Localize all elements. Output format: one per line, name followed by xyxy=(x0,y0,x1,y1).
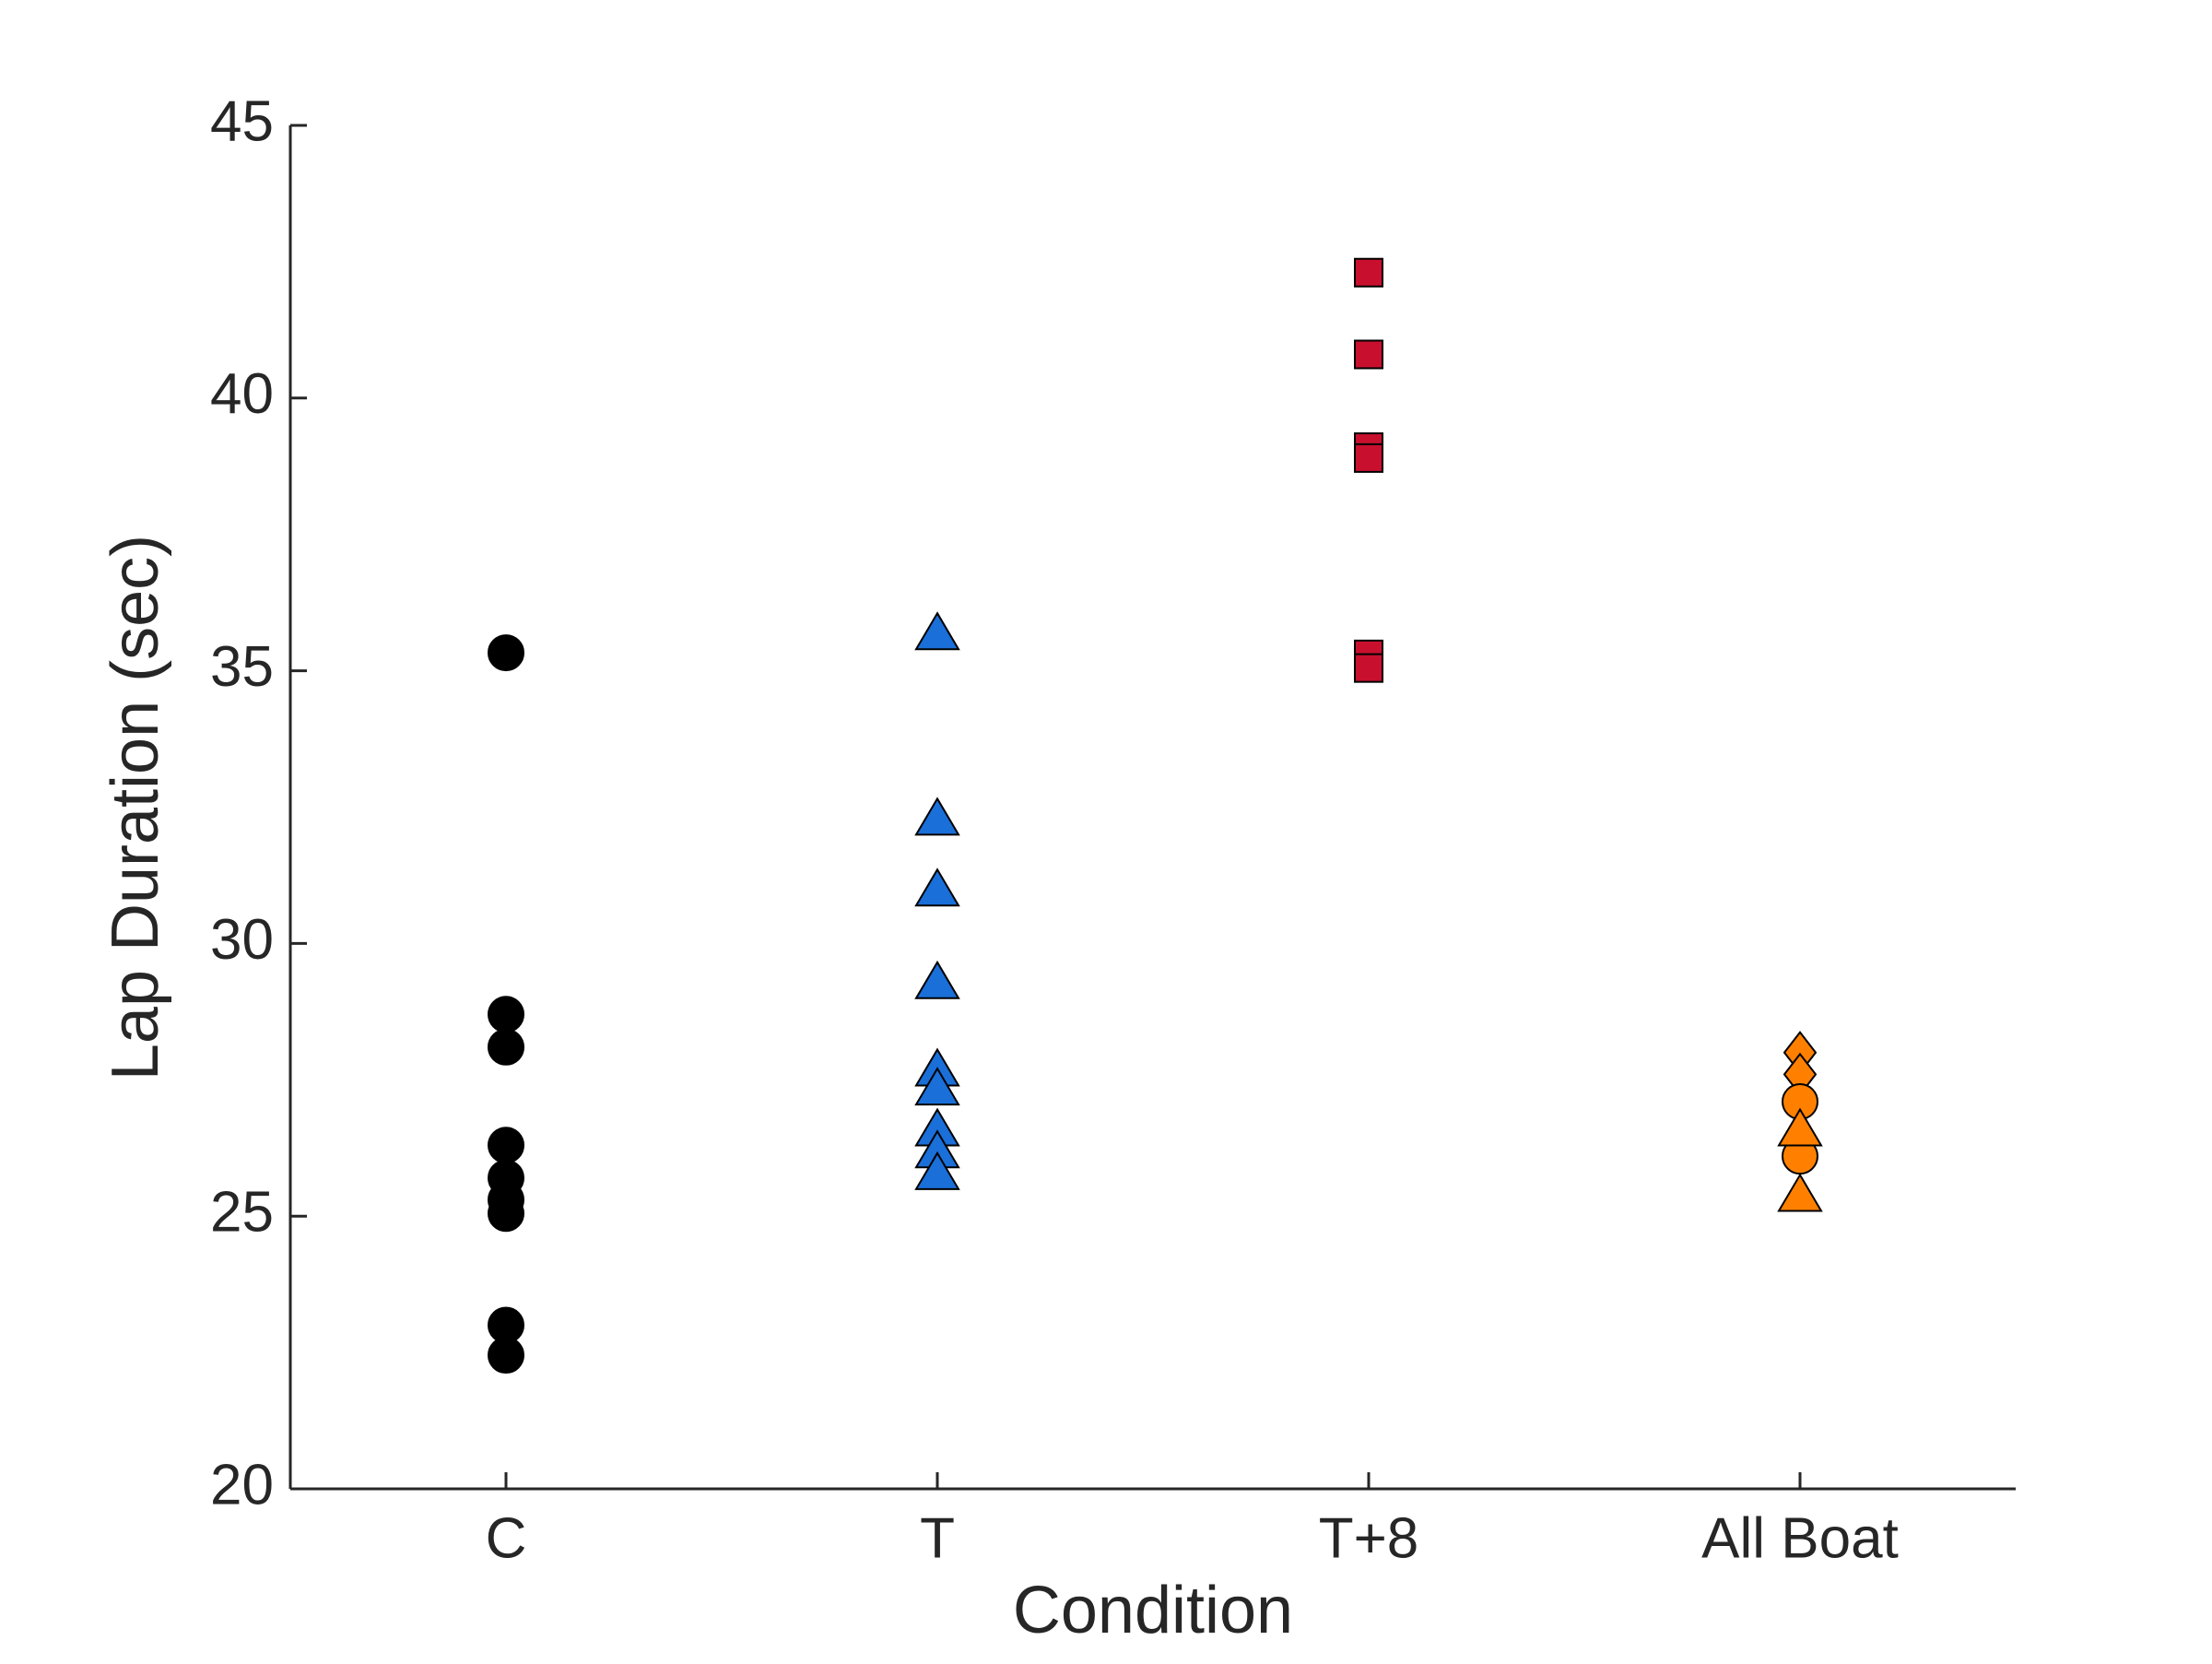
y-tick-label: 45 xyxy=(210,89,274,153)
x-tick-label: T+8 xyxy=(1319,1506,1419,1570)
y-tick-label: 30 xyxy=(210,908,274,972)
point xyxy=(1354,653,1383,683)
point xyxy=(914,797,960,836)
y-tick-label: 25 xyxy=(210,1181,274,1245)
point xyxy=(488,1127,524,1164)
y-tick-label: 20 xyxy=(210,1453,274,1516)
y-tick-label: 35 xyxy=(210,635,274,699)
point xyxy=(1777,1107,1823,1147)
point xyxy=(488,1337,524,1375)
point xyxy=(488,996,524,1033)
x-tick-label: All Boat xyxy=(1701,1506,1899,1570)
point xyxy=(488,634,524,672)
x-tick-label: C xyxy=(486,1506,527,1570)
y-axis-label: Lap Duration (sec) xyxy=(99,535,172,1080)
point xyxy=(914,867,960,907)
point xyxy=(1354,257,1383,288)
x-axis-label: Condition xyxy=(1013,1574,1293,1647)
point xyxy=(914,1067,960,1106)
y-tick-label: 40 xyxy=(210,362,274,426)
x-tick-label: T xyxy=(920,1506,955,1570)
point xyxy=(1354,339,1383,370)
point xyxy=(914,611,960,651)
point xyxy=(914,960,960,999)
point xyxy=(1777,1173,1823,1212)
point xyxy=(488,1028,524,1066)
point xyxy=(914,1151,960,1190)
point xyxy=(488,1195,524,1233)
point xyxy=(1354,443,1383,473)
